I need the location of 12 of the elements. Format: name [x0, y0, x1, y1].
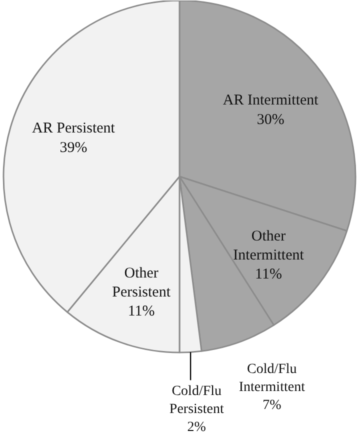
slice-label: Other Persistent: [112, 265, 172, 300]
slice-label: Cold/Flu Persistent: [169, 384, 224, 418]
data-label: 30%: [256, 112, 284, 128]
slice-label: Other Intermittent: [233, 228, 305, 264]
data-label: 2%: [187, 420, 206, 434]
data-label: 11%: [128, 304, 155, 320]
slice-label: Cold/Flu Intermittent: [238, 362, 306, 395]
slice-label: AR Intermittent: [222, 92, 320, 109]
slice-label: AR Persistent: [32, 120, 116, 137]
data-label: 7%: [262, 398, 282, 413]
data-label: 11%: [255, 266, 282, 283]
data-label: 39%: [60, 140, 88, 156]
